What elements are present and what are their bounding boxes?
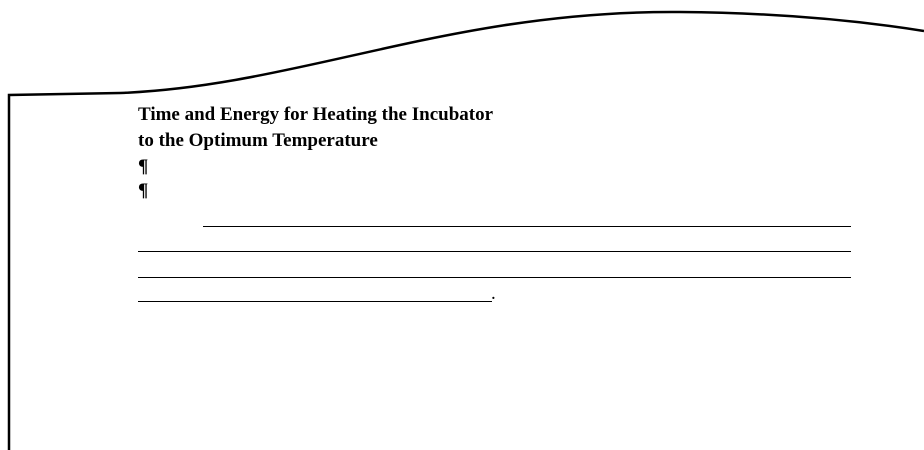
heading-line: to the Optimum Temperature bbox=[138, 130, 378, 151]
heading-line: Time and Energy for Heating the Incubato… bbox=[138, 104, 494, 125]
blank-line bbox=[138, 251, 851, 252]
torn-page-outline bbox=[7, 10, 924, 450]
blank-line bbox=[138, 277, 851, 278]
paragraph-mark: ¶ bbox=[138, 180, 149, 201]
blank-line bbox=[138, 301, 492, 302]
end-mark: . bbox=[491, 283, 496, 304]
paragraph-mark: ¶ bbox=[138, 156, 149, 177]
blank-line bbox=[203, 226, 851, 227]
